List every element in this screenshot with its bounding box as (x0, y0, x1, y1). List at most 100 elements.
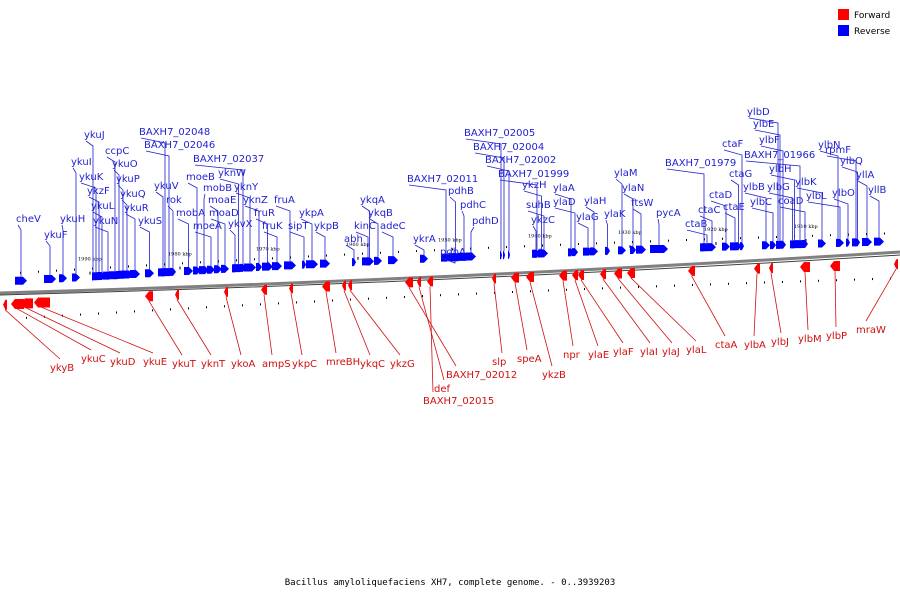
gene-label-moeA[interactable]: moeA (193, 221, 222, 232)
gene-label-ykuL[interactable]: ykuL (91, 201, 115, 212)
gene-arrow-ykuE[interactable] (34, 297, 50, 308)
gene-arrow-BAXH7_02015[interactable] (427, 276, 433, 287)
gene-arrow-fruK[interactable] (272, 262, 282, 271)
gene-arrow-rok[interactable] (170, 267, 176, 276)
gene-arrow-cheV[interactable] (15, 276, 27, 285)
gene-label-ykuO[interactable]: ykuO (112, 159, 138, 170)
gene-label-BAXH7_02005[interactable]: BAXH7_02005 (464, 128, 535, 139)
gene-arrow-ykuH[interactable] (59, 274, 67, 283)
gene-label-yllB[interactable]: yllB (868, 185, 886, 196)
gene-arrow-coaD[interactable] (802, 240, 808, 249)
gene-arrow-def[interactable] (417, 276, 421, 287)
gene-label-fruA[interactable]: fruA (274, 195, 295, 206)
gene-label-ylbG[interactable]: ylbG (767, 182, 790, 193)
gene-label-ylaA[interactable]: ylaA (553, 183, 575, 194)
gene-label-ykzH[interactable]: ykzH (522, 180, 546, 191)
gene-label-ylaN[interactable]: ylaN (622, 183, 644, 194)
gene-label-fruR[interactable]: fruR (254, 208, 275, 219)
gene-label-ylaK[interactable]: ylaK (604, 209, 626, 220)
gene-arrow-ampS[interactable] (261, 284, 267, 295)
gene-arrow-ykpA[interactable] (306, 260, 318, 269)
gene-label-ylbH[interactable]: ylbH (769, 164, 792, 175)
gene-label-ykuD[interactable]: ykuD (110, 357, 136, 368)
gene-arrow-BAXH7_02004[interactable] (503, 251, 505, 260)
gene-arrow-yknT[interactable] (175, 289, 179, 300)
gene-arrow-ylbO[interactable] (846, 238, 850, 247)
gene-label-BAXH7_01979[interactable]: BAXH7_01979 (665, 158, 736, 169)
gene-arrow-ykqA[interactable] (366, 257, 373, 266)
gene-arrow-ctaA[interactable] (688, 265, 695, 276)
gene-arrow-speA[interactable] (511, 272, 519, 283)
gene-arrow-mobA[interactable] (184, 266, 193, 275)
gene-label-ykyB[interactable]: ykyB (50, 363, 74, 374)
gene-arrow-ykuT[interactable] (145, 291, 153, 302)
gene-label-yknT[interactable]: yknT (201, 359, 226, 370)
gene-label-moeB[interactable]: moeB (186, 172, 215, 183)
gene-arrow-ylaL[interactable] (627, 268, 635, 279)
gene-label-coaD[interactable]: coaD (778, 196, 804, 207)
gene-label-ykuJ[interactable]: ykuJ (84, 130, 105, 141)
gene-arrow-moeA[interactable] (207, 265, 215, 274)
gene-arrow-yllA[interactable] (862, 238, 872, 247)
gene-label-fruK[interactable]: fruK (262, 221, 283, 232)
gene-arrow-ctaG[interactable] (736, 242, 741, 251)
gene-label-ctaB[interactable]: ctaB (685, 219, 708, 230)
gene-label-ylaE[interactable]: ylaE (588, 350, 609, 361)
gene-label-mreBH[interactable]: mreBH (326, 357, 360, 368)
gene-arrow-ylaE[interactable] (572, 270, 578, 281)
gene-label-yknW[interactable]: yknW (218, 168, 246, 179)
gene-arrow-ylaJ[interactable] (614, 268, 622, 279)
gene-arrow-ylaN[interactable] (630, 245, 636, 254)
gene-label-ylbJ[interactable]: ylbJ (771, 337, 789, 348)
gene-arrow-ykpC[interactable] (289, 283, 293, 294)
gene-label-ykuS[interactable]: ykuS (138, 216, 162, 227)
gene-arrow-ctaC[interactable] (708, 243, 716, 252)
gene-label-ylaH[interactable]: ylaH (584, 196, 606, 207)
gene-arrow-ykqC[interactable] (342, 280, 346, 291)
gene-arrow-ylbK[interactable] (818, 239, 826, 248)
gene-label-ylaJ[interactable]: ylaJ (662, 347, 680, 358)
gene-label-slp[interactable]: slp (492, 357, 506, 368)
gene-label-moaD[interactable]: moaD (209, 208, 239, 219)
gene-label-yknZ[interactable]: yknZ (243, 195, 268, 206)
gene-label-ylbC[interactable]: ylbC (750, 197, 772, 208)
gene-label-ykzG[interactable]: ykzG (390, 359, 415, 370)
gene-label-pdhC[interactable]: pdhC (460, 200, 486, 211)
gene-label-ylaF[interactable]: ylaF (613, 347, 634, 358)
gene-arrow-abh[interactable] (352, 258, 356, 267)
gene-label-ykpC[interactable]: ykpC (292, 359, 317, 370)
gene-arrow-slp[interactable] (492, 273, 496, 284)
gene-label-ctaG[interactable]: ctaG (729, 169, 752, 180)
gene-label-ykrA[interactable]: ykrA (413, 234, 436, 245)
gene-arrow-yknZ[interactable] (256, 263, 262, 272)
gene-label-ctaC[interactable]: ctaC (698, 205, 721, 216)
gene-arrow-ftsW[interactable] (636, 245, 646, 254)
gene-arrow-moaE[interactable] (214, 265, 222, 274)
gene-arrow-ylaD[interactable] (572, 248, 578, 257)
gene-arrow-ykzG[interactable] (348, 280, 352, 291)
gene-arrow-ykuD[interactable] (21, 298, 33, 309)
gene-label-ylaG[interactable]: ylaG (576, 212, 599, 223)
gene-label-ctaA[interactable]: ctaA (715, 340, 738, 351)
gene-label-ykuP[interactable]: ykuP (116, 174, 140, 185)
gene-arrow-ylbN[interactable] (836, 238, 840, 247)
gene-arrow-yknY[interactable] (244, 263, 256, 272)
gene-label-BAXH7_02011[interactable]: BAXH7_02011 (407, 174, 478, 185)
gene-arrow-ykzB[interactable] (526, 272, 534, 283)
gene-label-rpmF[interactable]: rpmF (825, 145, 851, 156)
gene-label-ykoA[interactable]: ykoA (231, 359, 255, 370)
gene-arrow-ylbJ[interactable] (769, 263, 773, 274)
gene-arrow-BAXH7_02005[interactable] (500, 251, 502, 260)
gene-label-ykuF[interactable]: ykuF (44, 230, 68, 241)
gene-label-adeC[interactable]: adeC (380, 221, 406, 232)
gene-label-ykuR[interactable]: ykuR (124, 203, 149, 214)
gene-arrow-ykuI[interactable] (72, 273, 80, 282)
gene-label-ylaL[interactable]: ylaL (686, 345, 707, 356)
gene-arrow-suhB[interactable] (540, 249, 548, 258)
gene-label-mobB[interactable]: mobB (203, 183, 232, 194)
gene-label-ykuV[interactable]: ykuV (154, 181, 179, 192)
gene-label-ykuC[interactable]: ykuC (81, 354, 106, 365)
gene-label-ylaI[interactable]: ylaI (640, 347, 658, 358)
gene-label-ykuE[interactable]: ykuE (143, 357, 167, 368)
gene-label-ylbN[interactable]: ylbN (818, 140, 841, 151)
